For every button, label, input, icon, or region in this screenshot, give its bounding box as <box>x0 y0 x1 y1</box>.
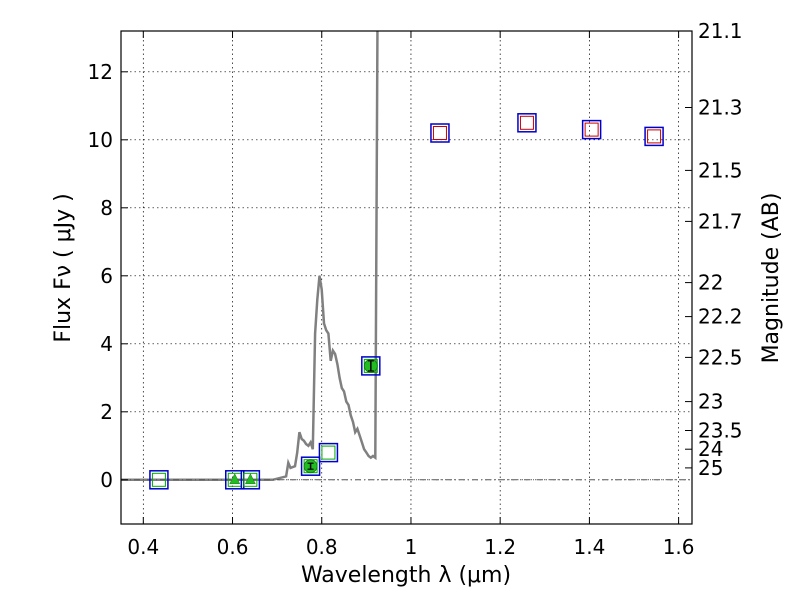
right-tick-label: 21.1 <box>698 19 743 43</box>
y-tick-label: 8 <box>100 196 113 220</box>
right-tick-label: 22 <box>698 271 723 295</box>
right-tick-label: 24 <box>698 437 723 461</box>
inner-box-marker <box>519 115 534 130</box>
blue-box-marker <box>318 442 339 463</box>
photometry-point <box>318 442 339 463</box>
x-tick-label: 0.8 <box>306 535 338 559</box>
inner-box-marker <box>151 472 166 487</box>
right-tick-label: 23 <box>698 390 723 414</box>
x-tick-label: 1.4 <box>573 535 605 559</box>
x-tick-label: 1 <box>405 535 418 559</box>
blue-box-marker <box>361 356 381 376</box>
inner-box-marker <box>584 122 599 137</box>
photometry-point <box>644 126 664 147</box>
blue-box-marker <box>430 123 450 143</box>
x-tick-label: 0.6 <box>217 535 249 559</box>
right-tick-label: 23.5 <box>698 419 743 443</box>
photometry-point <box>240 470 261 490</box>
blue-box-marker <box>517 113 537 133</box>
inner-box-marker <box>321 445 336 460</box>
right-tick-label: 22.2 <box>698 305 743 329</box>
y-tick-label: 0 <box>100 468 113 492</box>
grid-layer <box>121 31 692 524</box>
photometry-point <box>581 119 602 140</box>
blue-box-marker <box>300 456 321 476</box>
right-tick-label: 25 <box>698 456 723 480</box>
marker-layer <box>149 113 664 490</box>
photometry-point <box>517 113 537 133</box>
x-axis-label: Wavelength λ (μm) <box>301 563 511 588</box>
photometry-point <box>430 123 450 143</box>
y-tick-label: 6 <box>100 264 113 288</box>
inner-box-marker <box>432 126 447 140</box>
y-tick-label: 2 <box>100 400 113 424</box>
x-tick-label: 0.4 <box>127 535 159 559</box>
plot-frame <box>120 30 693 525</box>
upper-limit-triangle <box>244 473 256 485</box>
photometry-point <box>300 456 321 476</box>
blue-box-marker <box>644 126 664 147</box>
right-tick-label: 21.3 <box>698 96 743 120</box>
tick-layer: 0.4 0.6 0.8 1 1.2 1.4 1.602468101221.121.321.5… <box>88 19 743 559</box>
photometry-point <box>149 470 169 490</box>
model-sed-line <box>121 31 379 482</box>
blue-box-marker <box>149 470 169 490</box>
y-tick-label: 4 <box>100 332 113 356</box>
y-tick-label: 12 <box>88 60 113 84</box>
x-tick-label: 1.2 <box>484 535 516 559</box>
blue-box-marker <box>581 119 602 140</box>
upper-limit-triangle <box>229 473 241 485</box>
right-tick-label: 21.5 <box>698 158 743 182</box>
blue-box-marker <box>240 470 261 490</box>
right-tick-label: 22.5 <box>698 345 743 369</box>
y-axis-label: Flux Fν ( μJy ) <box>51 193 76 342</box>
x-tick-label: 1.6 <box>663 535 695 559</box>
photometry-point <box>361 356 381 376</box>
y-tick-label: 10 <box>88 128 113 152</box>
y-axis-right-label: Magnitude (AB) <box>759 193 784 364</box>
model-layer <box>121 31 379 482</box>
right-tick-label: 21.7 <box>698 209 743 233</box>
inner-box-marker <box>647 129 662 144</box>
